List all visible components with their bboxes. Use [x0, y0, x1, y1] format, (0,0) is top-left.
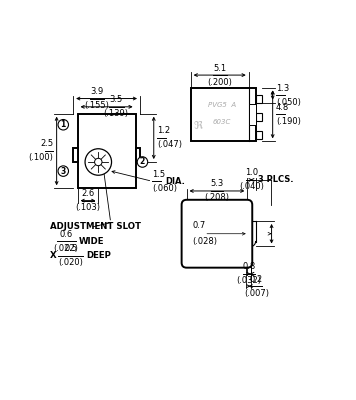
Circle shape	[85, 149, 111, 175]
Text: 603C: 603C	[213, 120, 231, 126]
Text: 2.5: 2.5	[40, 140, 53, 148]
Text: (.103): (.103)	[75, 203, 100, 212]
Text: 5.3: 5.3	[210, 180, 224, 188]
Circle shape	[58, 166, 68, 176]
Text: PVG5  A: PVG5 A	[208, 102, 236, 108]
Text: WIDE: WIDE	[79, 237, 105, 246]
Text: 5.1: 5.1	[213, 64, 226, 73]
Text: 1.0: 1.0	[245, 168, 258, 178]
Text: 3.5: 3.5	[110, 95, 123, 104]
Text: 0.6: 0.6	[59, 230, 73, 239]
Bar	[73, 148, 78, 162]
Text: (.022): (.022)	[54, 244, 78, 253]
Text: (.060): (.060)	[152, 184, 177, 193]
Bar	[256, 113, 262, 121]
Text: DIA.: DIA.	[165, 177, 185, 186]
Text: 0.2: 0.2	[250, 275, 263, 284]
Text: (.208): (.208)	[204, 194, 229, 202]
Text: (.047): (.047)	[157, 140, 182, 149]
Text: 0.8: 0.8	[242, 262, 256, 271]
Text: 3.9: 3.9	[90, 87, 104, 96]
Bar	[256, 95, 262, 102]
Text: (.007): (.007)	[244, 289, 269, 298]
Text: (.100): (.100)	[28, 154, 53, 162]
Text: 4.8: 4.8	[276, 103, 289, 112]
Text: 1.5: 1.5	[152, 170, 166, 179]
Text: 3 PLCS.: 3 PLCS.	[258, 176, 293, 184]
Text: 3: 3	[61, 166, 66, 176]
Text: 2: 2	[140, 158, 145, 166]
Text: ADJUSTMENT SLOT: ADJUSTMENT SLOT	[50, 222, 141, 231]
Text: 0.5: 0.5	[64, 244, 77, 253]
Text: (.032): (.032)	[236, 276, 261, 285]
Bar	[248, 104, 256, 125]
Text: (.155): (.155)	[84, 101, 109, 110]
Text: (.200): (.200)	[207, 78, 232, 86]
Text: (.139): (.139)	[104, 109, 129, 118]
Text: (.050): (.050)	[276, 98, 301, 106]
Text: 2.6: 2.6	[81, 189, 95, 198]
Text: (.028): (.028)	[193, 237, 218, 246]
Text: 1.3: 1.3	[276, 84, 289, 92]
Bar	[78, 114, 136, 188]
Circle shape	[58, 120, 68, 130]
Bar	[256, 131, 262, 139]
Text: DEEP: DEEP	[87, 251, 111, 260]
Text: (.190): (.190)	[276, 117, 301, 126]
Circle shape	[95, 158, 102, 166]
Circle shape	[137, 157, 148, 167]
Text: 1: 1	[61, 120, 66, 129]
Text: X: X	[50, 251, 57, 260]
Text: 0.7: 0.7	[193, 222, 206, 230]
Text: (.040): (.040)	[239, 182, 264, 192]
Bar	[136, 148, 140, 162]
Text: 1.2: 1.2	[157, 126, 170, 135]
Bar	[191, 88, 256, 141]
Text: (.020): (.020)	[58, 258, 83, 267]
FancyBboxPatch shape	[182, 200, 252, 268]
Text: ℜ: ℜ	[194, 121, 203, 131]
